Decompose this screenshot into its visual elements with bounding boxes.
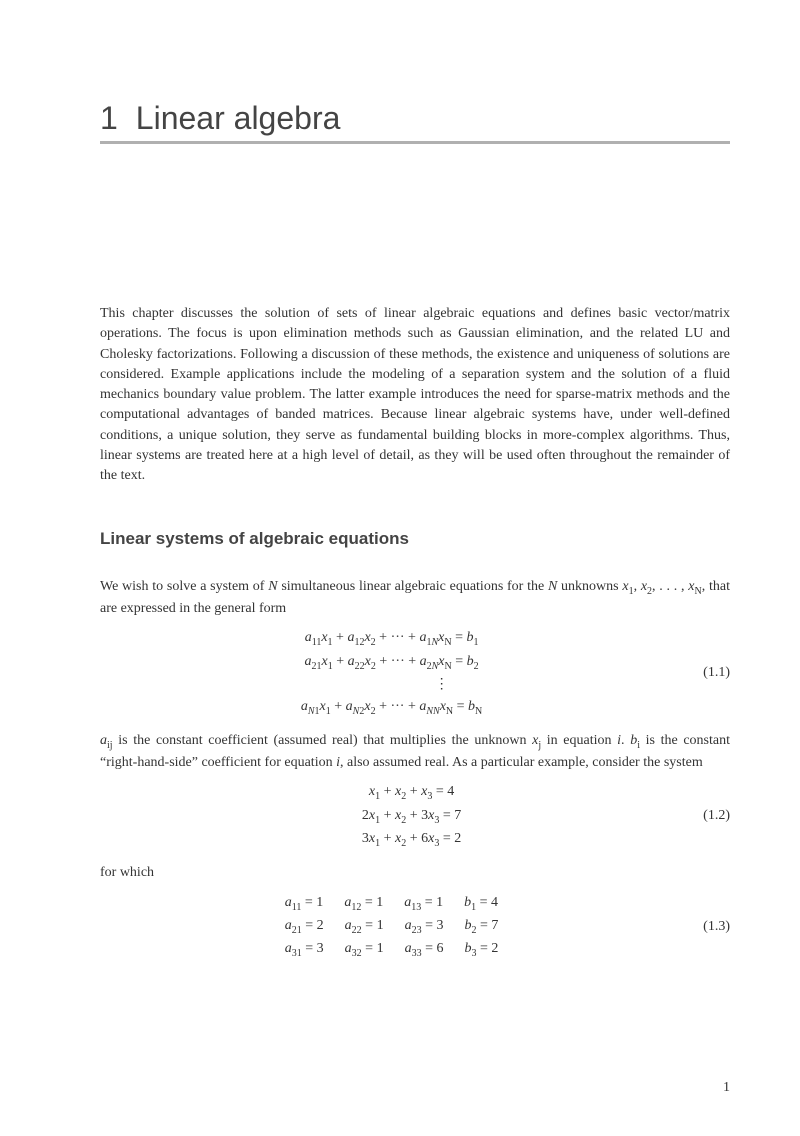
text-fragment: simultaneous linear algebraic equations … — [278, 579, 548, 594]
equation-number: (1.2) — [683, 808, 730, 824]
var-N: N — [268, 579, 277, 594]
chapter-number: 1 — [100, 100, 118, 137]
section-para-2: aij is the constant coefficient (assumed… — [100, 731, 730, 774]
var-N: N — [548, 579, 557, 594]
section-heading: Linear systems of algebraic equations — [100, 529, 730, 549]
page-number: 1 — [723, 1080, 730, 1096]
equation-1-3: a11 = 1 a12 = 1 a13 = 1 b1 = 4 a21 = 2 a… — [100, 892, 730, 962]
section-para-1: We wish to solve a system of N simultane… — [100, 577, 730, 620]
equation-content: a11 = 1 a12 = 1 a13 = 1 b1 = 4 a21 = 2 a… — [100, 892, 683, 962]
chapter-title: 1 Linear algebra — [100, 100, 730, 137]
equation-1-2: x1 + x2 + x3 = 4 2x1 + x2 + 3x3 = 7 3x1 … — [100, 781, 730, 851]
page-container: 1 Linear algebra This chapter discusses … — [0, 0, 800, 1014]
equation-content: a11x1 + a12x2 + ··· + a1NxN = b1 a21x1 +… — [100, 627, 683, 719]
equation-number: (1.3) — [683, 919, 730, 935]
chapter-title-text: Linear algebra — [136, 100, 341, 137]
section-para-3: for which — [100, 863, 730, 883]
intro-paragraph: This chapter discusses the solution of s… — [100, 304, 730, 487]
text-fragment: We wish to solve a system of — [100, 579, 268, 594]
chapter-header: 1 Linear algebra — [100, 100, 730, 144]
equation-number: (1.1) — [683, 665, 730, 681]
text-fragment: unknowns — [557, 579, 622, 594]
equation-1-1: a11x1 + a12x2 + ··· + a1NxN = b1 a21x1 +… — [100, 627, 730, 719]
equation-content: x1 + x2 + x3 = 4 2x1 + x2 + 3x3 = 7 3x1 … — [100, 781, 683, 851]
